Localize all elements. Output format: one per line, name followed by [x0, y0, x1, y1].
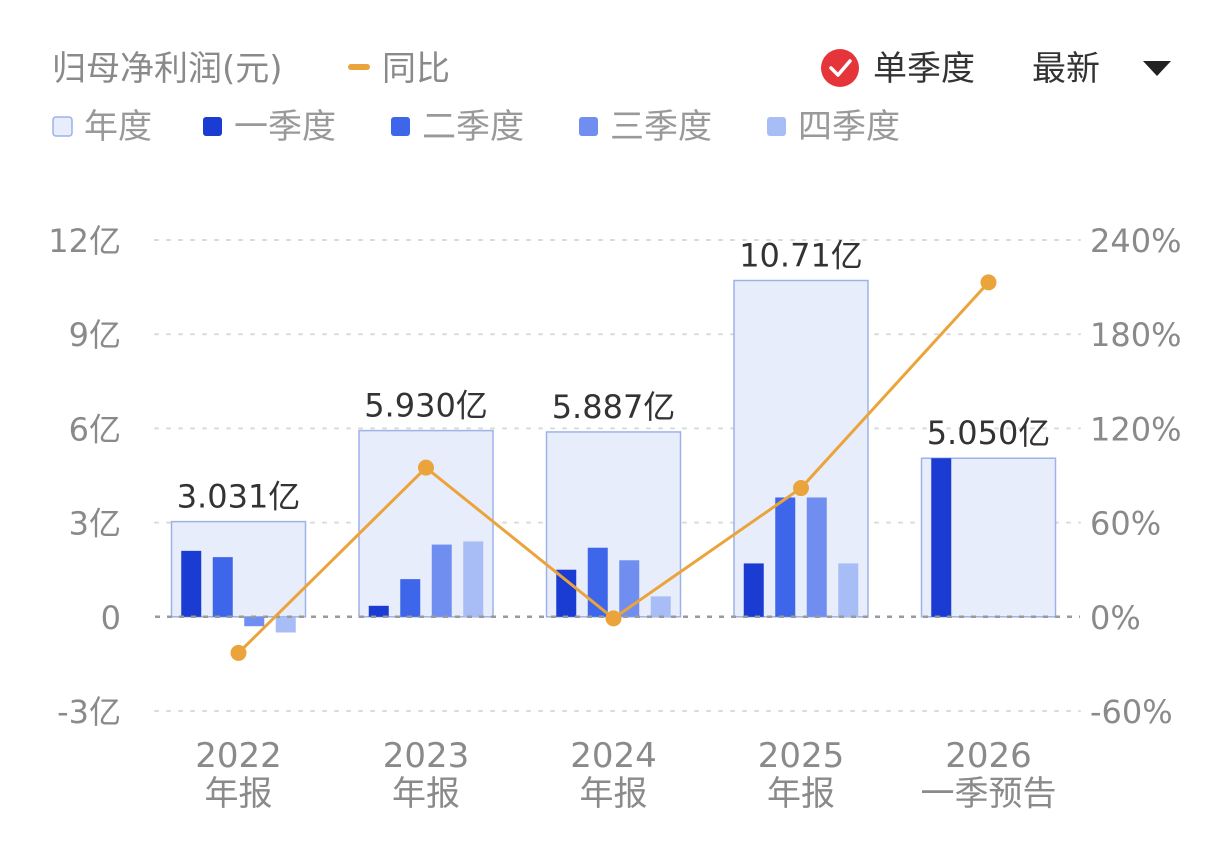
- yoy-point: [980, 274, 997, 291]
- yoy-line-layer: [230, 274, 997, 661]
- check-icon: [821, 49, 859, 87]
- x-tick-label: 年报: [767, 774, 835, 814]
- quarter-bar-q1: [556, 569, 577, 617]
- quarter-bar-q4: [650, 596, 671, 617]
- quarter-bar-q4: [838, 563, 859, 617]
- yoy-legend-label: 同比: [382, 49, 450, 89]
- legend-swatch-q4: [767, 117, 786, 136]
- y-right-tick-label: 240%: [1090, 222, 1181, 260]
- quarter-bar-q1: [931, 458, 952, 617]
- annual-value-label: 5.050亿: [927, 414, 1051, 452]
- legend-label-q4: 四季度: [798, 107, 900, 147]
- legend-label-q3: 三季度: [610, 107, 712, 147]
- x-tick-label: 年报: [580, 774, 648, 814]
- metric-title: 归母净利润(元): [52, 49, 283, 89]
- y-right-tick-label: 60%: [1090, 505, 1161, 543]
- yoy-legend-item[interactable]: 同比: [348, 49, 450, 89]
- axes: 12亿9亿6亿3亿0-3亿240%180%120%60%0%-60%2022年报…: [48, 222, 1181, 814]
- check-mark: [829, 59, 852, 77]
- quarter-bar-q2: [400, 579, 421, 617]
- data-labels: 3.031亿 5.930亿 5.887亿 10.71亿 5.050亿: [177, 237, 1051, 516]
- x-tick-label: 年报: [392, 774, 460, 814]
- x-tick-year: 2022: [195, 736, 282, 776]
- single-quarter-toggle[interactable]: 单季度: [821, 49, 975, 89]
- y-left-tick-label: 3亿: [69, 505, 121, 543]
- yoy-point: [230, 644, 247, 661]
- legend-swatch-q2: [391, 117, 410, 136]
- x-tick-label: 一季预告: [921, 774, 1057, 814]
- y-left-tick-label: -3亿: [57, 693, 121, 731]
- yoy-point: [418, 459, 434, 476]
- x-tick-year: 2026: [945, 736, 1032, 776]
- chart-header: 归母净利润(元) 同比 单季度 最新: [52, 49, 1171, 89]
- legend-item-annual[interactable]: 年度: [52, 107, 152, 147]
- legend: 年度 一季度 二季度 三季度 四季度: [52, 107, 900, 147]
- quarter-bar-q2: [212, 557, 233, 617]
- legend-label-q1: 一季度: [234, 107, 336, 147]
- quarter-bar-q3: [244, 616, 265, 627]
- annual-value-label: 3.031亿: [177, 478, 301, 516]
- annual-value-label: 5.887亿: [552, 388, 676, 426]
- quarter-bar-q2: [775, 497, 796, 617]
- yoy-point: [605, 610, 622, 627]
- quarter-bar-q3: [431, 544, 452, 617]
- x-tick-year: 2023: [383, 736, 470, 776]
- quarter-bar-q1: [181, 550, 202, 617]
- quarter-bar-q4: [463, 541, 484, 617]
- annual-bars: [170, 279, 1057, 618]
- annual-bar: [733, 279, 869, 618]
- single-quarter-label: 单季度: [873, 49, 975, 89]
- y-right-tick-label: 120%: [1090, 410, 1181, 448]
- quarter-bar-q3: [806, 497, 827, 617]
- quarter-bar-q1: [743, 563, 764, 617]
- yoy-legend-swatch: [348, 64, 370, 70]
- chevron-down-icon: [1143, 61, 1171, 76]
- y-right-tick-label: -60%: [1090, 693, 1173, 731]
- legend-item-q3[interactable]: 三季度: [579, 107, 712, 147]
- y-right-tick-label: 180%: [1090, 316, 1181, 354]
- legend-label-q2: 二季度: [422, 107, 524, 147]
- annual-value-label: 5.930亿: [364, 387, 488, 425]
- x-tick-label: 年报: [205, 774, 273, 814]
- legend-item-q2[interactable]: 二季度: [391, 107, 524, 147]
- y-left-tick-label: 6亿: [69, 410, 121, 448]
- y-left-tick-label: 9亿: [69, 316, 121, 354]
- annual-value-label: 10.71亿: [739, 237, 863, 275]
- legend-item-q1[interactable]: 一季度: [203, 107, 336, 147]
- yoy-point: [793, 480, 809, 497]
- quarter-bar-q4: [275, 616, 296, 633]
- legend-swatch-q1: [203, 117, 222, 136]
- legend-swatch-q3: [579, 117, 598, 136]
- legend-swatch-annual: [52, 116, 73, 137]
- x-tick-year: 2024: [570, 736, 657, 776]
- legend-label-annual: 年度: [84, 107, 152, 147]
- period-dropdown[interactable]: 最新: [1032, 49, 1171, 89]
- quarter-bar-q1: [368, 605, 389, 617]
- x-tick-year: 2025: [758, 736, 845, 776]
- quarter-bars: [181, 458, 952, 633]
- y-right-tick-label: 0%: [1090, 599, 1141, 637]
- y-left-tick-label: 12亿: [48, 222, 121, 260]
- period-dropdown-label: 最新: [1032, 49, 1100, 89]
- y-left-tick-label: 0: [101, 599, 121, 637]
- quarter-bar-q2: [587, 547, 608, 617]
- legend-item-q4[interactable]: 四季度: [767, 107, 900, 147]
